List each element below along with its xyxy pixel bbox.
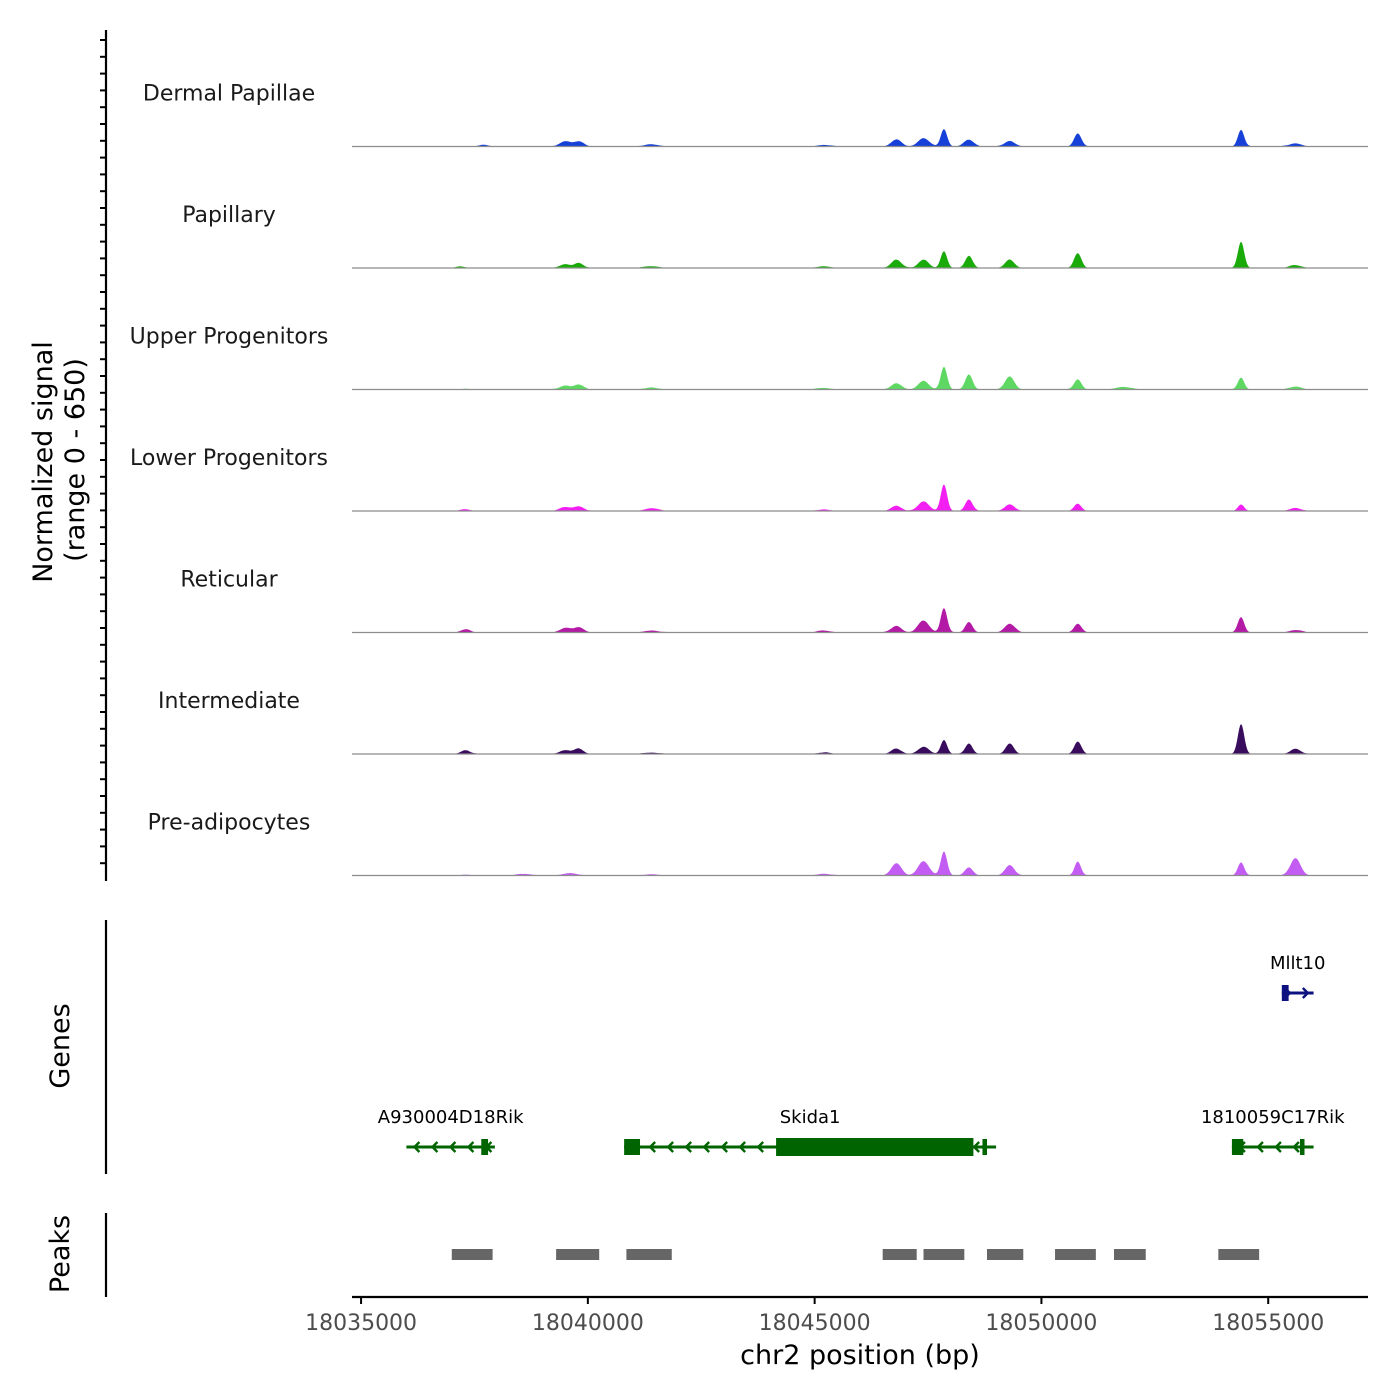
peak-region — [556, 1249, 600, 1260]
strand-arrow — [666, 1141, 674, 1153]
genes-panel: Mllt10 A930004D18Rik Skida1 1810059C17Rik — [104, 920, 1345, 1174]
strand-arrow — [972, 1141, 980, 1153]
peak-region — [987, 1249, 1024, 1260]
peak-region — [451, 1249, 493, 1260]
gene-label: 1810059C17Rik — [1201, 1107, 1345, 1128]
signal-area — [361, 851, 1314, 876]
x-tick-label: 18055000 — [1212, 1311, 1324, 1336]
peak-region — [1055, 1249, 1096, 1260]
peak-region — [626, 1249, 672, 1260]
gene-A930004D18Rik: A930004D18Rik — [378, 1107, 524, 1155]
gene-label: Skida1 — [780, 1107, 841, 1128]
gene-Skida1: Skida1 — [624, 1107, 997, 1156]
strand-arrow — [648, 1141, 656, 1153]
strand-arrow — [1301, 987, 1310, 999]
strand-arrow — [466, 1141, 475, 1153]
track-label: Upper Progenitors — [130, 325, 329, 350]
gene-exon — [481, 1139, 489, 1155]
signal-panel: Dermal Papillae Papillary Upper Progenitor… — [100, 30, 1368, 881]
strand-arrow — [430, 1141, 439, 1153]
strand-arrow — [738, 1141, 746, 1153]
gene-exon — [624, 1139, 641, 1155]
gene-1810059C17Rik: 1810059C17Rik — [1201, 1107, 1345, 1155]
signal-track: Pre-adipocytes — [148, 811, 1368, 877]
gene-label: Mllt10 — [1270, 953, 1326, 974]
x-axis: 18035000 18040000 18045000 18050000 18055000 — [305, 1295, 1368, 1336]
peaks-panel — [104, 1213, 1260, 1297]
track-label: Dermal Papillae — [143, 82, 315, 107]
peak-region — [1114, 1249, 1146, 1260]
strand-arrow — [448, 1141, 457, 1153]
signal-area — [361, 484, 1314, 511]
peak-region — [923, 1249, 965, 1260]
peaks-axis-label: Peaks — [45, 1215, 76, 1293]
signal-track: Lower Progenitors — [130, 446, 1368, 512]
strand-arrow — [1274, 1141, 1282, 1153]
strand-arrow — [412, 1141, 421, 1153]
signal-area — [361, 129, 1314, 147]
gene-Mllt10: Mllt10 — [1270, 953, 1326, 1001]
x-tick-label: 18050000 — [985, 1311, 1097, 1336]
signal-area — [361, 241, 1314, 268]
gene-exon — [982, 1139, 987, 1155]
y-axis-range-label: (range 0 - 650) — [60, 358, 91, 562]
signal-track: Intermediate — [158, 689, 1368, 755]
strand-arrow — [684, 1141, 692, 1153]
x-tick-label: 18035000 — [305, 1311, 417, 1336]
gene-exon — [1281, 985, 1289, 1001]
signal-area — [361, 724, 1314, 754]
signal-area — [361, 366, 1314, 390]
gene-exon — [1231, 1139, 1244, 1155]
track-label: Reticular — [180, 568, 278, 593]
strand-arrow — [1292, 1141, 1300, 1153]
signal-area — [361, 608, 1314, 633]
x-tick-label: 18040000 — [532, 1311, 644, 1336]
y-axis-label: Normalized signal — [28, 341, 59, 583]
strand-arrow — [702, 1141, 710, 1153]
gene-exon — [1299, 1139, 1305, 1155]
gene-label: A930004D18Rik — [378, 1107, 524, 1128]
x-tick-label: 18045000 — [759, 1311, 871, 1336]
strand-arrow — [1256, 1141, 1264, 1153]
genes-axis-label: Genes — [45, 1003, 76, 1088]
signal-track: Papillary — [182, 203, 1368, 269]
peak-region — [1218, 1249, 1260, 1260]
track-label: Lower Progenitors — [130, 446, 328, 471]
track-label: Pre-adipocytes — [148, 811, 311, 836]
peak-region — [882, 1249, 917, 1260]
gene-cds — [776, 1138, 974, 1156]
strand-arrow — [720, 1141, 728, 1153]
x-axis-label: chr2 position (bp) — [740, 1340, 980, 1371]
strand-arrow — [756, 1141, 764, 1153]
signal-track: Dermal Papillae — [143, 82, 1368, 148]
signal-track: Reticular — [180, 568, 1368, 634]
track-label: Papillary — [182, 203, 276, 228]
track-label: Intermediate — [158, 689, 300, 714]
signal-track: Upper Progenitors — [130, 325, 1368, 391]
